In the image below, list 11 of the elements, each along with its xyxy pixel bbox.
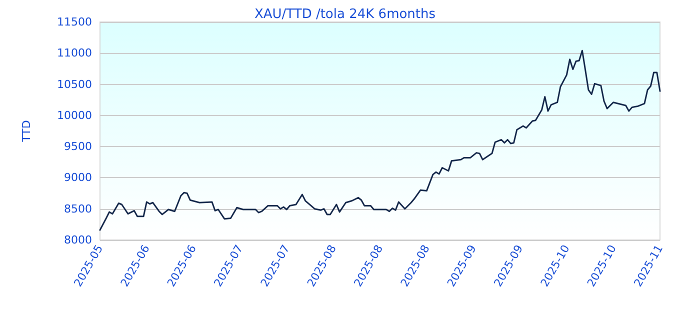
y-tick-label: 9500	[64, 140, 92, 154]
y-tick-label: 10000	[57, 108, 92, 122]
y-tick-label: 8000	[64, 234, 92, 246]
y-axis-title: TTD	[20, 120, 33, 143]
y-tick-label: 10500	[57, 78, 92, 91]
y-tick-label: 11000	[57, 46, 92, 60]
y-tick-label: 8500	[64, 202, 92, 216]
chart-title: XAU/TTD /tola 24K 6months	[254, 7, 436, 22]
y-tick-label: 11500	[57, 16, 92, 28]
y-tick-label: 9000	[64, 171, 92, 184]
line-series	[99, 50, 661, 231]
